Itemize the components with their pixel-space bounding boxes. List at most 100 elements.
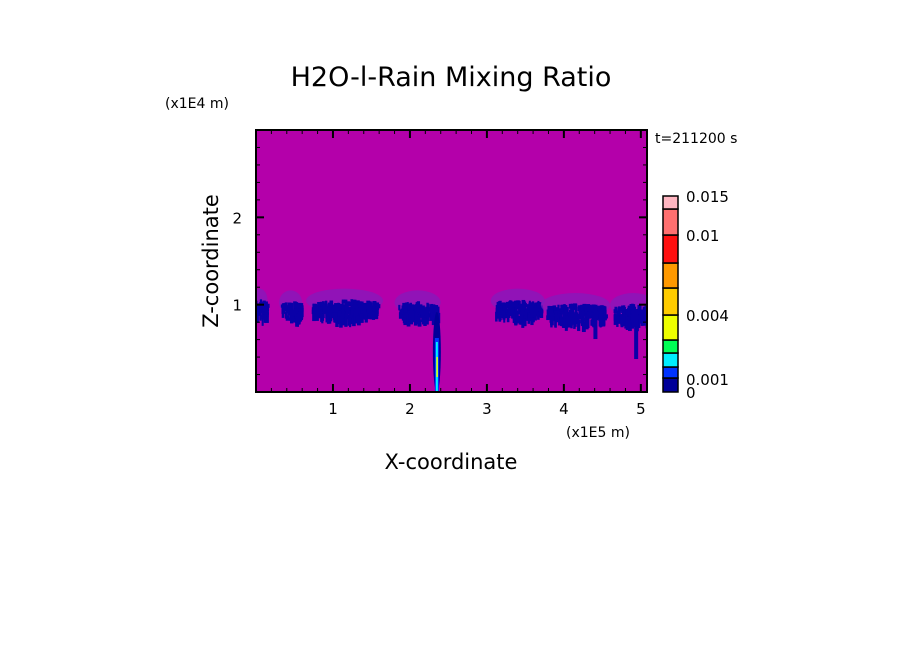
x-tick-label: 2 — [405, 400, 415, 418]
cloud-cell — [563, 304, 566, 311]
cloud-cell — [347, 301, 351, 307]
cloud-cell — [574, 306, 578, 317]
x-tick-label: 3 — [482, 400, 492, 418]
cloud-cell — [577, 322, 581, 332]
cloud-cell — [554, 316, 557, 327]
cloud-cell — [581, 321, 586, 333]
cloud-cell — [358, 304, 361, 314]
plot-background — [256, 130, 647, 392]
cloud-cell — [263, 314, 267, 320]
cloud-cell — [531, 303, 536, 310]
cloud-cell — [261, 308, 265, 318]
cloud-cell — [402, 314, 407, 324]
cloud-cell — [578, 308, 582, 319]
cloud-cell — [518, 303, 523, 309]
cloud-cell — [325, 300, 328, 308]
colorbar-segment — [662, 352, 679, 368]
x-unit-label: (x1E5 m) — [566, 425, 630, 441]
cloud-cell — [349, 317, 352, 328]
cloud-cell — [264, 308, 268, 317]
cloud-cell — [630, 314, 635, 323]
cloud-cell — [649, 313, 651, 322]
cloud-cell — [520, 314, 524, 321]
cloud-cell — [562, 318, 566, 329]
cloud-cell — [341, 313, 345, 319]
cloud-cell — [259, 310, 262, 321]
cloud-cell — [531, 307, 535, 317]
cloud-cell — [348, 310, 351, 315]
cloud-cell — [574, 312, 579, 319]
colorbar-segment — [662, 366, 679, 379]
cloud-cell — [284, 302, 288, 310]
cloud-cell — [404, 302, 408, 313]
cloud-cell — [649, 315, 652, 321]
cloud-cell — [597, 307, 602, 314]
cloud-cell — [512, 305, 517, 310]
cloud-cell — [515, 310, 519, 322]
cloud-cell — [507, 305, 512, 317]
cloud-cell — [648, 316, 651, 325]
cloud-cell — [313, 308, 317, 314]
cloud-cell — [644, 310, 647, 319]
cloud-cell — [554, 310, 558, 315]
cloud-cell — [637, 308, 641, 315]
cloud-cell — [369, 302, 373, 313]
cloud-cell — [557, 304, 560, 309]
cloud-cell — [336, 315, 340, 325]
cloud-cell — [565, 315, 570, 325]
cloud-cell — [324, 306, 328, 314]
cloud-cell — [582, 317, 586, 322]
cloud-cell — [291, 309, 296, 317]
cloud-cell — [632, 316, 636, 327]
colorbar-segment — [662, 339, 679, 354]
cloud-cell — [296, 313, 301, 325]
cloud-cell — [319, 306, 322, 310]
cloud-cell — [329, 309, 332, 318]
cloud-cell — [649, 317, 652, 324]
cloud-cell — [410, 308, 414, 318]
cloud-cell — [327, 302, 331, 309]
cloud-cell — [421, 312, 425, 323]
cloud-cell — [627, 320, 631, 326]
cloud-cell — [653, 311, 656, 320]
x-tick-label: 5 — [636, 400, 646, 418]
cloud-cell — [372, 308, 377, 312]
cloud-cell — [314, 310, 319, 321]
cloud-cell — [402, 302, 406, 306]
cloud-cell — [537, 300, 540, 309]
cloud-cell — [601, 306, 605, 313]
cloud-cell — [415, 312, 418, 321]
cloud-cell — [362, 304, 367, 315]
cloud-cell — [623, 305, 626, 317]
cloud-cell — [574, 303, 578, 309]
cloud-tail — [593, 309, 598, 340]
cloud-cell — [637, 314, 641, 320]
cloud-cell — [434, 305, 439, 313]
cloud-cell — [650, 315, 652, 325]
cloud-cell — [511, 307, 514, 318]
cloud-cell — [353, 310, 356, 321]
cloud-cell — [530, 314, 534, 326]
cloud-cell — [650, 307, 653, 311]
cloud-cell — [430, 313, 434, 320]
cloud-cell — [350, 299, 354, 306]
cloud-cell — [416, 316, 421, 325]
cloud-cell — [525, 309, 529, 313]
cloud-cell — [360, 310, 365, 314]
cloud-cell — [266, 303, 270, 308]
cloud-cell — [338, 313, 341, 321]
cloud-cell — [515, 317, 519, 322]
cloud-cell — [586, 311, 590, 318]
cloud-cell — [603, 309, 607, 320]
cloud-cell — [648, 311, 651, 316]
y-tick-label: 2 — [232, 209, 242, 227]
cloud-cell — [353, 304, 358, 309]
cloud-tail — [634, 309, 639, 360]
cloud-cell — [560, 318, 564, 327]
cloud-cell — [626, 309, 631, 315]
cloud-cell — [341, 300, 344, 306]
cloud-cell — [361, 312, 364, 322]
cloud-cell — [522, 316, 527, 327]
cloud-cell — [648, 317, 651, 328]
cloud-cell — [618, 306, 621, 316]
